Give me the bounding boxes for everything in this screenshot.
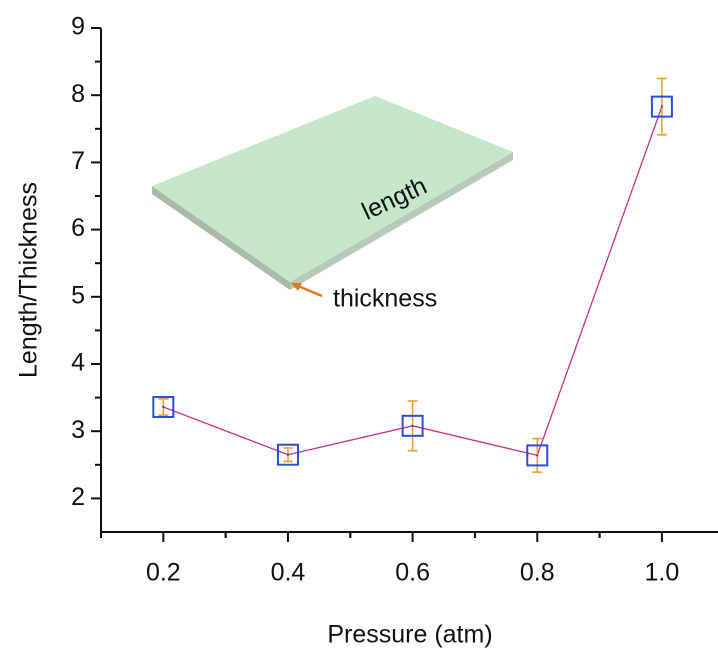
- y-tick-label: 7: [71, 147, 85, 175]
- x-tick-label: 0.6: [395, 559, 430, 587]
- slab-side: [152, 186, 290, 290]
- slab-front: [290, 152, 513, 290]
- y-tick-label: 6: [71, 214, 85, 242]
- y-tick-label: 9: [71, 13, 85, 41]
- marker: [276, 443, 299, 466]
- marker-dot: [162, 405, 165, 409]
- y-tick-label: 8: [71, 80, 85, 108]
- x-tick-label: 0.8: [520, 559, 555, 587]
- x-tick-label: 0.2: [146, 559, 181, 587]
- slab-illustration: [152, 96, 513, 298]
- marker-dot: [286, 453, 290, 456]
- y-tick-label: 5: [71, 281, 85, 309]
- marker-dot: [536, 454, 539, 457]
- x-tick-label: 1.0: [645, 559, 680, 587]
- marker: [650, 95, 673, 118]
- y-axis-label: Length/Thickness: [15, 182, 43, 378]
- y-tick-label: 2: [71, 483, 85, 511]
- annotation: thickness: [333, 285, 437, 313]
- x-axis-label: Pressure (atm): [327, 621, 492, 649]
- slab-top: [152, 96, 513, 282]
- marker: [526, 444, 549, 467]
- marker: [152, 396, 175, 419]
- marker-dot: [660, 105, 664, 108]
- arrow: [297, 284, 323, 298]
- y-tick-label: 3: [71, 416, 85, 444]
- arrow-head: [291, 283, 302, 291]
- marker-dot: [411, 424, 414, 428]
- x-tick-label: 0.4: [271, 559, 306, 587]
- y-tick-label: 4: [71, 349, 85, 377]
- marker: [401, 414, 424, 437]
